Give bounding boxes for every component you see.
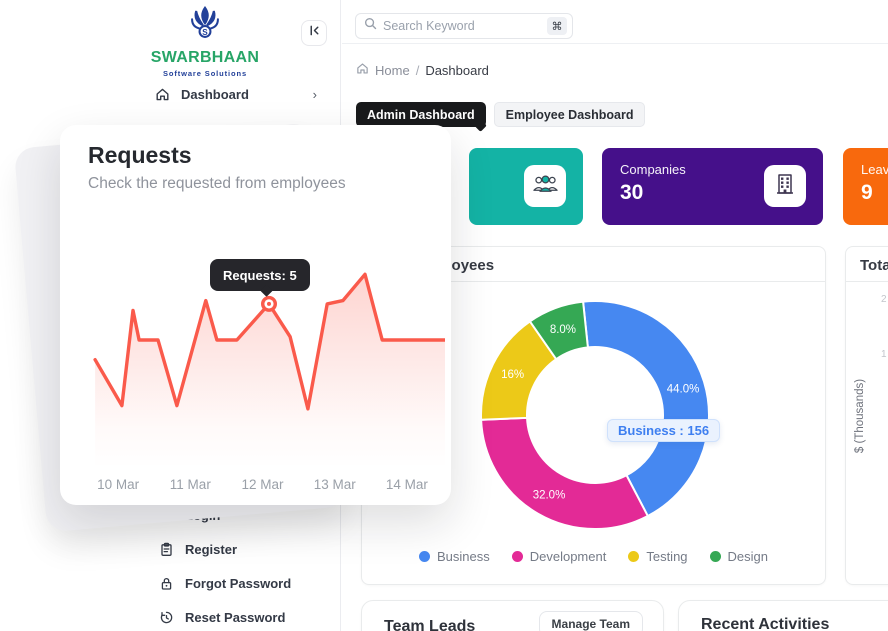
sidebar-item-forgot-password[interactable]: Forgot Password [159,574,291,592]
x-axis-labels: 10 Mar 11 Mar 12 Mar 13 Mar 14 Mar [82,477,443,492]
stat-card-leaves[interactable]: Leaves 9 [843,148,888,225]
legend-dot [418,551,430,562]
stat-card-companies[interactable]: Companies 30 [602,148,823,225]
breadcrumb: Home / Dashboard [356,62,489,78]
lock-icon [159,576,174,591]
stat-label: Leaves [861,162,888,177]
employees-card: Total Employees 44.0%32.0%16%8.0% Busine… [361,246,826,585]
x-axis-label: 13 Mar [313,477,356,492]
sidebar-item-dashboard[interactable]: Dashboard › [155,85,317,103]
legend-label: Design [727,549,769,564]
donut-tooltip: Business : 156 [607,419,721,442]
register-icon [159,542,174,557]
breadcrumb-current: Dashboard [425,62,489,78]
donut-slice-development[interactable] [480,416,650,530]
x-axis-label: 11 Mar [169,477,211,492]
team-leads-card: Team Leads Manage Team [361,600,664,631]
total-chart-card: Total $ (Thousands) 2 1 [845,246,888,585]
donut-slice-business[interactable] [581,300,710,518]
donut-slice-label: 32.0% [533,490,566,502]
manage-team-button[interactable]: Manage Team [538,611,643,631]
total-card-header: Total [846,247,888,282]
stat-value: 30 [620,181,644,204]
sidebar-item-label: Dashboard [181,86,249,102]
stat-icon-box [764,165,806,207]
sidebar-item-label: Reset Password [185,609,286,625]
legend-dot [511,551,523,562]
donut-slice-label: 16% [501,369,524,381]
building-icon [774,172,796,201]
requests-title: Requests [88,142,192,168]
reset-icon [159,610,174,625]
breadcrumb-home-icon [356,62,369,78]
main-content: Home / Dashboard Admin Dashboard Employe… [342,44,888,631]
donut-legend: Business Development Testing Design [362,549,825,564]
requests-chart-tooltip: Requests: 5 [210,259,310,291]
requests-subtitle: Check the requested from employees [88,175,346,192]
team-leads-title: Team Leads [384,617,476,631]
legend-label: Testing [646,549,688,564]
stat-icon-box [524,165,566,207]
donut-slice-label: 8.0% [550,324,576,336]
topbar: ⌘ [342,0,888,44]
brand-name: SWARBHAAN [150,49,260,66]
y-tick: 2 [881,294,887,305]
y-tick: 1 [881,349,887,360]
legend-label: Business [436,549,490,564]
home-icon [155,87,170,102]
recent-activities-card: Recent Activities [678,600,888,631]
breadcrumb-separator: / [415,62,420,78]
legend-label: Development [529,549,607,564]
x-axis-label: 14 Mar [385,477,428,492]
legend-item-development[interactable]: Development [511,549,607,564]
stat-label: Companies [620,162,686,177]
x-axis-label: 10 Mar [97,477,140,492]
tab-employee-dashboard[interactable]: Employee Dashboard [493,102,646,127]
donut-slice-label: 44.0% [667,383,700,395]
tab-admin-dashboard[interactable]: Admin Dashboard [356,102,486,127]
collapse-left-icon [308,24,321,42]
sidebar-item-label: Register [185,541,238,557]
requests-line-chart[interactable] [88,253,445,468]
sidebar-collapse-button[interactable] [301,20,327,46]
legend-dot [709,551,721,562]
total-card-title: Total [860,256,888,274]
search-icon [364,17,377,35]
employees-donut-chart[interactable]: 44.0% 32.0% 16% 8.0% [445,275,745,565]
recent-activities-title: Recent Activities [701,616,830,631]
dashboard-tabs: Admin Dashboard Employee Dashboard [356,102,646,127]
search-input[interactable] [383,19,541,33]
legend-item-testing[interactable]: Testing [628,549,688,564]
sidebar-item-label: Forgot Password [185,575,292,591]
svg-text:S: S [202,28,208,37]
search-box[interactable]: ⌘ [355,13,573,39]
donut-slice-design[interactable] [528,300,589,361]
command-key-icon: ⌘ [547,17,567,35]
legend-item-business[interactable]: Business [418,549,490,564]
legend-item-design[interactable]: Design [709,549,769,564]
legend-dot [628,551,640,562]
stat-value: 9 [861,181,873,204]
sidebar-item-register[interactable]: Register [159,540,237,558]
brand-logo: S SWARBHAAN Software Solutions [138,5,272,78]
stat-card-employees[interactable] [469,148,583,225]
brand-emblem-icon: S [188,5,222,48]
requests-popup: Requests Check the requested from employ… [60,125,451,505]
y-axis-label: $ (Thousands) [854,378,866,454]
chevron-right-icon: › [312,86,317,102]
brand-tagline: Software Solutions [162,69,248,78]
x-axis-label: 12 Mar [241,477,284,492]
users-icon [532,173,559,199]
breadcrumb-home[interactable]: Home [375,62,410,78]
sidebar-item-reset-password[interactable]: Reset Password [159,608,285,626]
